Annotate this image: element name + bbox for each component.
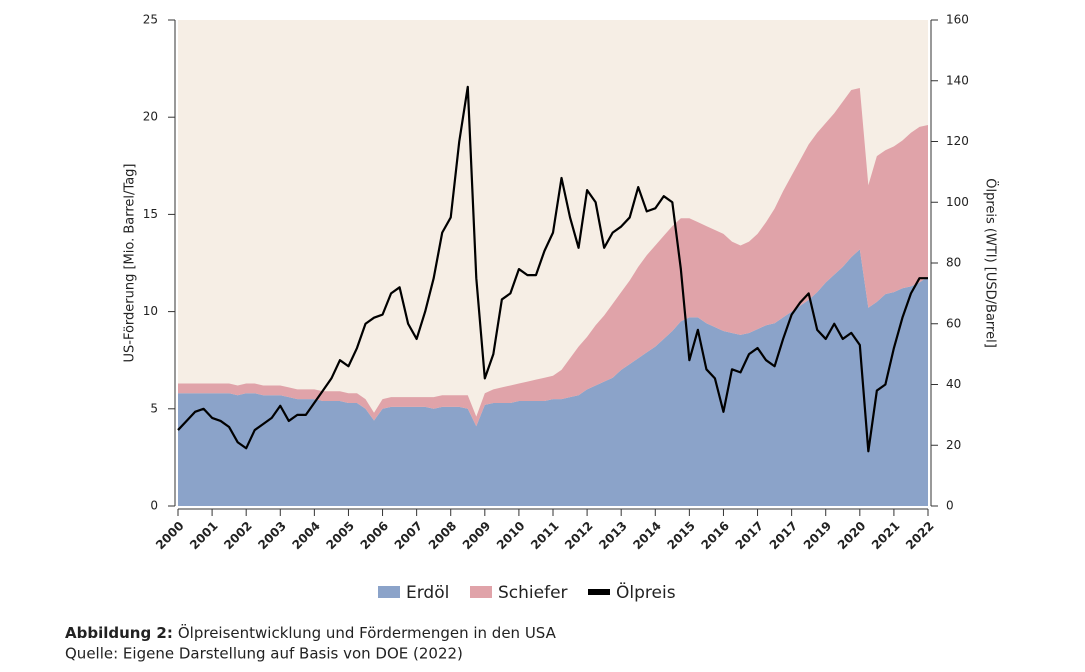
legend-swatch xyxy=(588,589,610,595)
y-tick-label: 0 xyxy=(150,499,158,513)
x-tick-label: 2001 xyxy=(187,519,221,553)
x-tick-label: 2008 xyxy=(426,519,460,553)
caption-text: Ölpreisentwicklung und Fördermengen in d… xyxy=(178,623,557,642)
x-tick-label: 2020 xyxy=(835,519,869,553)
x-tick-label: 2017 xyxy=(733,519,767,553)
caption: Abbildung 2: Ölpreisentwicklung und Förde… xyxy=(65,623,557,642)
y-tick-label: 5 xyxy=(150,401,158,415)
x-tick-label: 2015 xyxy=(664,519,698,553)
legend-label: Erdöl xyxy=(406,583,449,603)
y2-tick-label: 120 xyxy=(946,134,969,148)
line xyxy=(177,85,928,453)
y-axis-label: US-Förderung [Mio. Barrel/Tag] xyxy=(123,163,138,362)
y2-tick-label: 20 xyxy=(946,438,961,452)
y-tick-label: 25 xyxy=(143,13,158,27)
x-tick-label: 2000 xyxy=(153,519,187,553)
y-tick-label: 15 xyxy=(143,207,158,221)
x-tick-label: 2022 xyxy=(903,519,937,553)
legend-label: Schiefer xyxy=(498,583,568,603)
x-tick-label: 2002 xyxy=(221,519,255,553)
x-tick-label: 2006 xyxy=(358,519,392,553)
x-tick-label: 2019 xyxy=(801,519,835,553)
x-tick-label: 2017 xyxy=(767,519,801,553)
x-tick-label: 2004 xyxy=(289,519,323,553)
y-tick-label: 10 xyxy=(143,304,158,318)
x-tick-label: 2011 xyxy=(528,519,562,553)
x-tick-label: 2003 xyxy=(255,519,289,553)
y2-tick-label: 40 xyxy=(946,377,961,391)
area xyxy=(178,249,928,506)
x-tick-label: 2021 xyxy=(869,519,903,553)
y-tick-label: 20 xyxy=(143,110,158,124)
x-tick-label: 2013 xyxy=(596,519,630,553)
area xyxy=(178,88,928,427)
x-tick-label: 2007 xyxy=(392,519,426,553)
y2-tick-label: 160 xyxy=(946,13,969,27)
x-tick-label: 2005 xyxy=(324,519,358,553)
legend-label: Ölpreis xyxy=(616,581,676,603)
legend-swatch xyxy=(378,586,400,598)
x-tick-label: 2014 xyxy=(630,519,664,553)
caption-label: Abbildung 2: xyxy=(65,624,173,642)
y2-tick-label: 0 xyxy=(946,499,954,513)
source: Quelle: Eigene Darstellung auf Basis von… xyxy=(65,645,463,663)
x-tick-label: 2012 xyxy=(562,519,596,553)
x-tick-label: 2009 xyxy=(460,519,494,553)
y2-tick-label: 60 xyxy=(946,316,961,330)
legend-swatch xyxy=(470,586,492,598)
y2-tick-label: 140 xyxy=(946,73,969,87)
y2-axis-label: Ölpreis (WTI) [USD/Barrel] xyxy=(983,178,1000,348)
x-tick-label: 2016 xyxy=(699,519,733,553)
x-tick-label: 2010 xyxy=(494,519,528,553)
y2-tick-label: 80 xyxy=(946,256,961,270)
y2-tick-label: 100 xyxy=(946,195,969,209)
